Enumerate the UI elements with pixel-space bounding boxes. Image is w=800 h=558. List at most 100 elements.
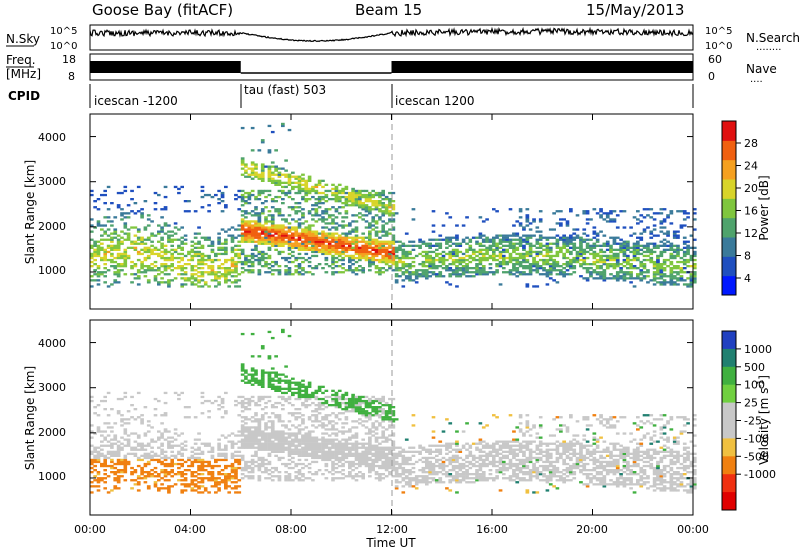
- power-cell: [214, 259, 218, 261]
- power-colorbar-swatch: [722, 140, 736, 160]
- power-cell: [328, 228, 332, 230]
- power-cell: [388, 212, 392, 214]
- power-cell: [331, 233, 335, 235]
- velocity-cell: [261, 416, 265, 418]
- power-cell: [328, 233, 332, 235]
- power-cell: [392, 251, 396, 253]
- power-cell: [549, 255, 553, 257]
- velocity-cell: [154, 398, 158, 400]
- power-cell: [358, 198, 362, 200]
- power-cell: [204, 255, 208, 257]
- power-cell: [117, 245, 121, 247]
- power-cell: [479, 269, 483, 271]
- power-cell: [304, 239, 308, 241]
- power-cell: [375, 253, 379, 255]
- power-cell: [509, 255, 513, 257]
- velocity-cell: [258, 477, 262, 479]
- velocity-cell: [278, 432, 282, 434]
- power-cell: [502, 261, 506, 263]
- velocity-cell: [281, 434, 285, 436]
- velocity-cell: [204, 400, 208, 402]
- power-cell: [482, 249, 486, 251]
- power-cell: [515, 253, 519, 255]
- power-cell: [676, 271, 680, 273]
- power-cell: [137, 251, 141, 253]
- power-cell: [103, 249, 107, 251]
- velocity-cell: [207, 400, 211, 402]
- power-cell: [100, 235, 104, 237]
- velocity-cell: [288, 455, 292, 457]
- power-cell: [452, 261, 456, 263]
- power-cell: [197, 247, 201, 249]
- velocity-cell: [180, 447, 184, 449]
- velocity-cell: [234, 404, 238, 406]
- power-colorbar-swatch: [722, 198, 736, 218]
- power-cell: [445, 239, 449, 241]
- power-cell: [308, 226, 312, 228]
- velocity-cell: [227, 434, 231, 436]
- velocity-cell: [378, 453, 382, 455]
- power-cell: [495, 255, 499, 257]
- power-cell: [499, 235, 503, 237]
- power-cell: [559, 251, 563, 253]
- velocity-cell: [298, 445, 302, 447]
- velocity-cell: [234, 451, 238, 453]
- power-cell: [358, 200, 362, 202]
- power-cell: [201, 261, 205, 263]
- power-cell: [147, 247, 151, 249]
- velocity-cell: [361, 475, 365, 477]
- power-cell: [686, 251, 690, 253]
- power-cell: [375, 200, 379, 202]
- power-cell: [623, 273, 627, 275]
- power-cell: [211, 273, 215, 275]
- velocity-cell: [97, 479, 101, 481]
- velocity-cell: [154, 453, 158, 455]
- power-cell: [395, 241, 399, 243]
- power-cell: [281, 251, 285, 253]
- velocity-cell: [144, 457, 148, 459]
- velocity-cell: [341, 422, 345, 424]
- power-cell: [351, 247, 355, 249]
- power-cell: [609, 237, 613, 239]
- power-cell: [368, 208, 372, 210]
- power-cell: [315, 186, 319, 188]
- power-cell: [278, 241, 282, 243]
- power-cell: [388, 220, 392, 222]
- power-cell: [479, 267, 483, 269]
- velocity-cell: [204, 465, 208, 467]
- power-cell: [670, 269, 674, 271]
- velocity-cell: [217, 477, 221, 479]
- power-cell: [308, 178, 312, 180]
- power-cell: [646, 255, 650, 257]
- power-cell: [633, 259, 637, 261]
- power-cell: [626, 277, 630, 279]
- velocity-cell: [361, 453, 365, 455]
- power-cell: [626, 241, 630, 243]
- power-cell: [546, 271, 550, 273]
- power-cell: [639, 237, 643, 239]
- velocity-cell: [194, 453, 198, 455]
- power-cell: [231, 235, 235, 237]
- velocity-cell: [325, 455, 329, 457]
- power-cell: [318, 263, 322, 265]
- power-cell: [361, 245, 365, 247]
- velocity-cell: [268, 445, 272, 447]
- power-cell: [482, 259, 486, 261]
- power-cell: [529, 265, 533, 267]
- power-cell: [268, 194, 272, 196]
- velocity-cell: [274, 402, 278, 404]
- power-cell: [231, 259, 235, 261]
- power-cell: [375, 265, 379, 267]
- power-cell: [425, 265, 429, 267]
- power-cell: [549, 251, 553, 253]
- power-cell: [341, 192, 345, 194]
- velocity-cell: [93, 451, 97, 453]
- power-cell: [291, 228, 295, 230]
- power-cell: [191, 281, 195, 283]
- power-cell: [325, 190, 329, 192]
- power-cell: [378, 237, 382, 239]
- power-cell: [448, 255, 452, 257]
- velocity-cell: [301, 428, 305, 430]
- velocity-cell: [110, 447, 114, 449]
- power-cell: [579, 275, 583, 277]
